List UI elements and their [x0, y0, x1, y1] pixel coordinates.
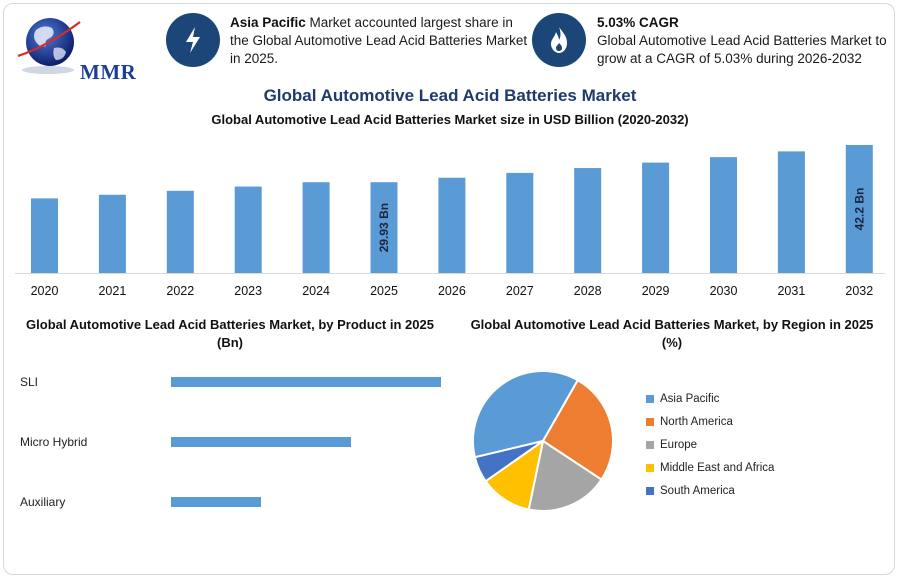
- bar-2022: [166, 190, 194, 273]
- legend-label: South America: [660, 484, 735, 497]
- legend-item-asia-pacific: Asia Pacific: [646, 388, 774, 411]
- legend-swatch: [646, 395, 654, 404]
- highlight-asia-pacific: Asia Pacific Market accounted largest sh…: [230, 14, 530, 68]
- product-bar-chart: SLI Micro Hybrid Auxiliary: [20, 375, 441, 509]
- x-tick-label-2027: 2027: [506, 284, 534, 298]
- bar-2025: [370, 182, 398, 273]
- legend-label: Europe: [660, 438, 698, 451]
- x-tick-label-2029: 2029: [642, 284, 670, 298]
- lightning-icon: [166, 13, 220, 67]
- globe-icon: [17, 18, 81, 74]
- legend-item-middle-east-and-africa: Middle East and Africa: [646, 456, 774, 479]
- highlight2-text: Global Automotive Lead Acid Batteries Ma…: [597, 33, 887, 66]
- mmr-logo: MMR: [14, 12, 144, 84]
- pie-slice-asia-pacific: [472, 370, 580, 459]
- bar-2028: [574, 168, 602, 273]
- pie-slice-europe: [527, 439, 603, 512]
- x-tick-label-2028: 2028: [574, 284, 602, 298]
- data-label-2025: 29.93 Bn: [377, 203, 391, 252]
- x-tick-label-2030: 2030: [710, 284, 738, 298]
- data-label-2032: 42.2 Bn: [852, 188, 866, 231]
- bar-2024: [302, 182, 330, 273]
- x-tick-label-2031: 2031: [777, 284, 805, 298]
- product-chart-title: Global Automotive Lead Acid Batteries Ma…: [26, 317, 434, 350]
- x-tick-label-2026: 2026: [438, 284, 466, 298]
- hbar-label-sli: SLI: [20, 375, 38, 389]
- hbar-micro-hybrid: [171, 437, 351, 447]
- highlight1-bold: Asia Pacific: [230, 15, 306, 30]
- market-size-bar-chart: 2020 2021 2022 2023 2024 2025 2026 2027 2028 2029…: [15, 145, 885, 298]
- hbar-auxiliary: [171, 497, 261, 507]
- legend-label: Middle East and Africa: [660, 461, 775, 474]
- region-legend: Asia Pacific North America Europe Middle Ea…: [646, 388, 774, 502]
- x-tick-label-2023: 2023: [234, 284, 262, 298]
- x-tick-label-2020: 2020: [31, 284, 59, 298]
- legend-label: Asia Pacific: [660, 393, 720, 406]
- page-title: Global Automotive Lead Acid Batteries Ma…: [263, 86, 637, 105]
- hbar-sli: [171, 377, 441, 387]
- x-tick-label-2021: 2021: [98, 284, 126, 298]
- region-pie-chart: [472, 370, 614, 512]
- hbar-label-auxiliary: Auxiliary: [20, 495, 65, 509]
- flame-icon: [532, 13, 586, 67]
- highlight1-text: Market accounted largest share in the Gl…: [230, 15, 528, 66]
- x-tick-label-2032: 2032: [845, 284, 873, 298]
- pie-slice-north-america: [541, 378, 614, 481]
- legend-swatch: [646, 463, 654, 472]
- hbar-label-micro-hybrid: Micro Hybrid: [20, 435, 87, 449]
- bar-chart-title: Global Automotive Lead Acid Batteries Ma…: [211, 112, 689, 127]
- pie-slice-south-america: [473, 440, 544, 483]
- bar-2032: [845, 145, 873, 273]
- legend-item-europe: Europe: [646, 434, 774, 457]
- legend-swatch: [646, 440, 654, 449]
- x-tick-label-2025: 2025: [370, 284, 398, 298]
- bar-2030: [710, 157, 737, 273]
- page-frame: [3, 3, 895, 575]
- bar-2027: [506, 172, 534, 273]
- x-tick-label-2022: 2022: [166, 284, 194, 298]
- legend-swatch: [646, 418, 654, 427]
- bar-2023: [234, 186, 262, 273]
- legend-item-south-america: South America: [646, 479, 774, 502]
- bar-2021: [98, 194, 126, 273]
- legend-item-north-america: North America: [646, 411, 774, 434]
- highlight-cagr: 5.03% CAGR Global Automotive Lead Acid B…: [597, 14, 887, 68]
- x-tick-label-2024: 2024: [302, 284, 330, 298]
- legend-label: North America: [660, 416, 733, 429]
- bar-2031: [777, 151, 805, 273]
- bar-2026: [438, 177, 466, 273]
- legend-swatch: [646, 486, 654, 495]
- highlight2-bold: 5.03% CAGR: [597, 15, 679, 30]
- region-chart-title: Global Automotive Lead Acid Batteries Ma…: [470, 317, 874, 350]
- bar-2020: [31, 198, 58, 273]
- bar-2029: [642, 162, 670, 273]
- logo-text: MMR: [80, 60, 137, 84]
